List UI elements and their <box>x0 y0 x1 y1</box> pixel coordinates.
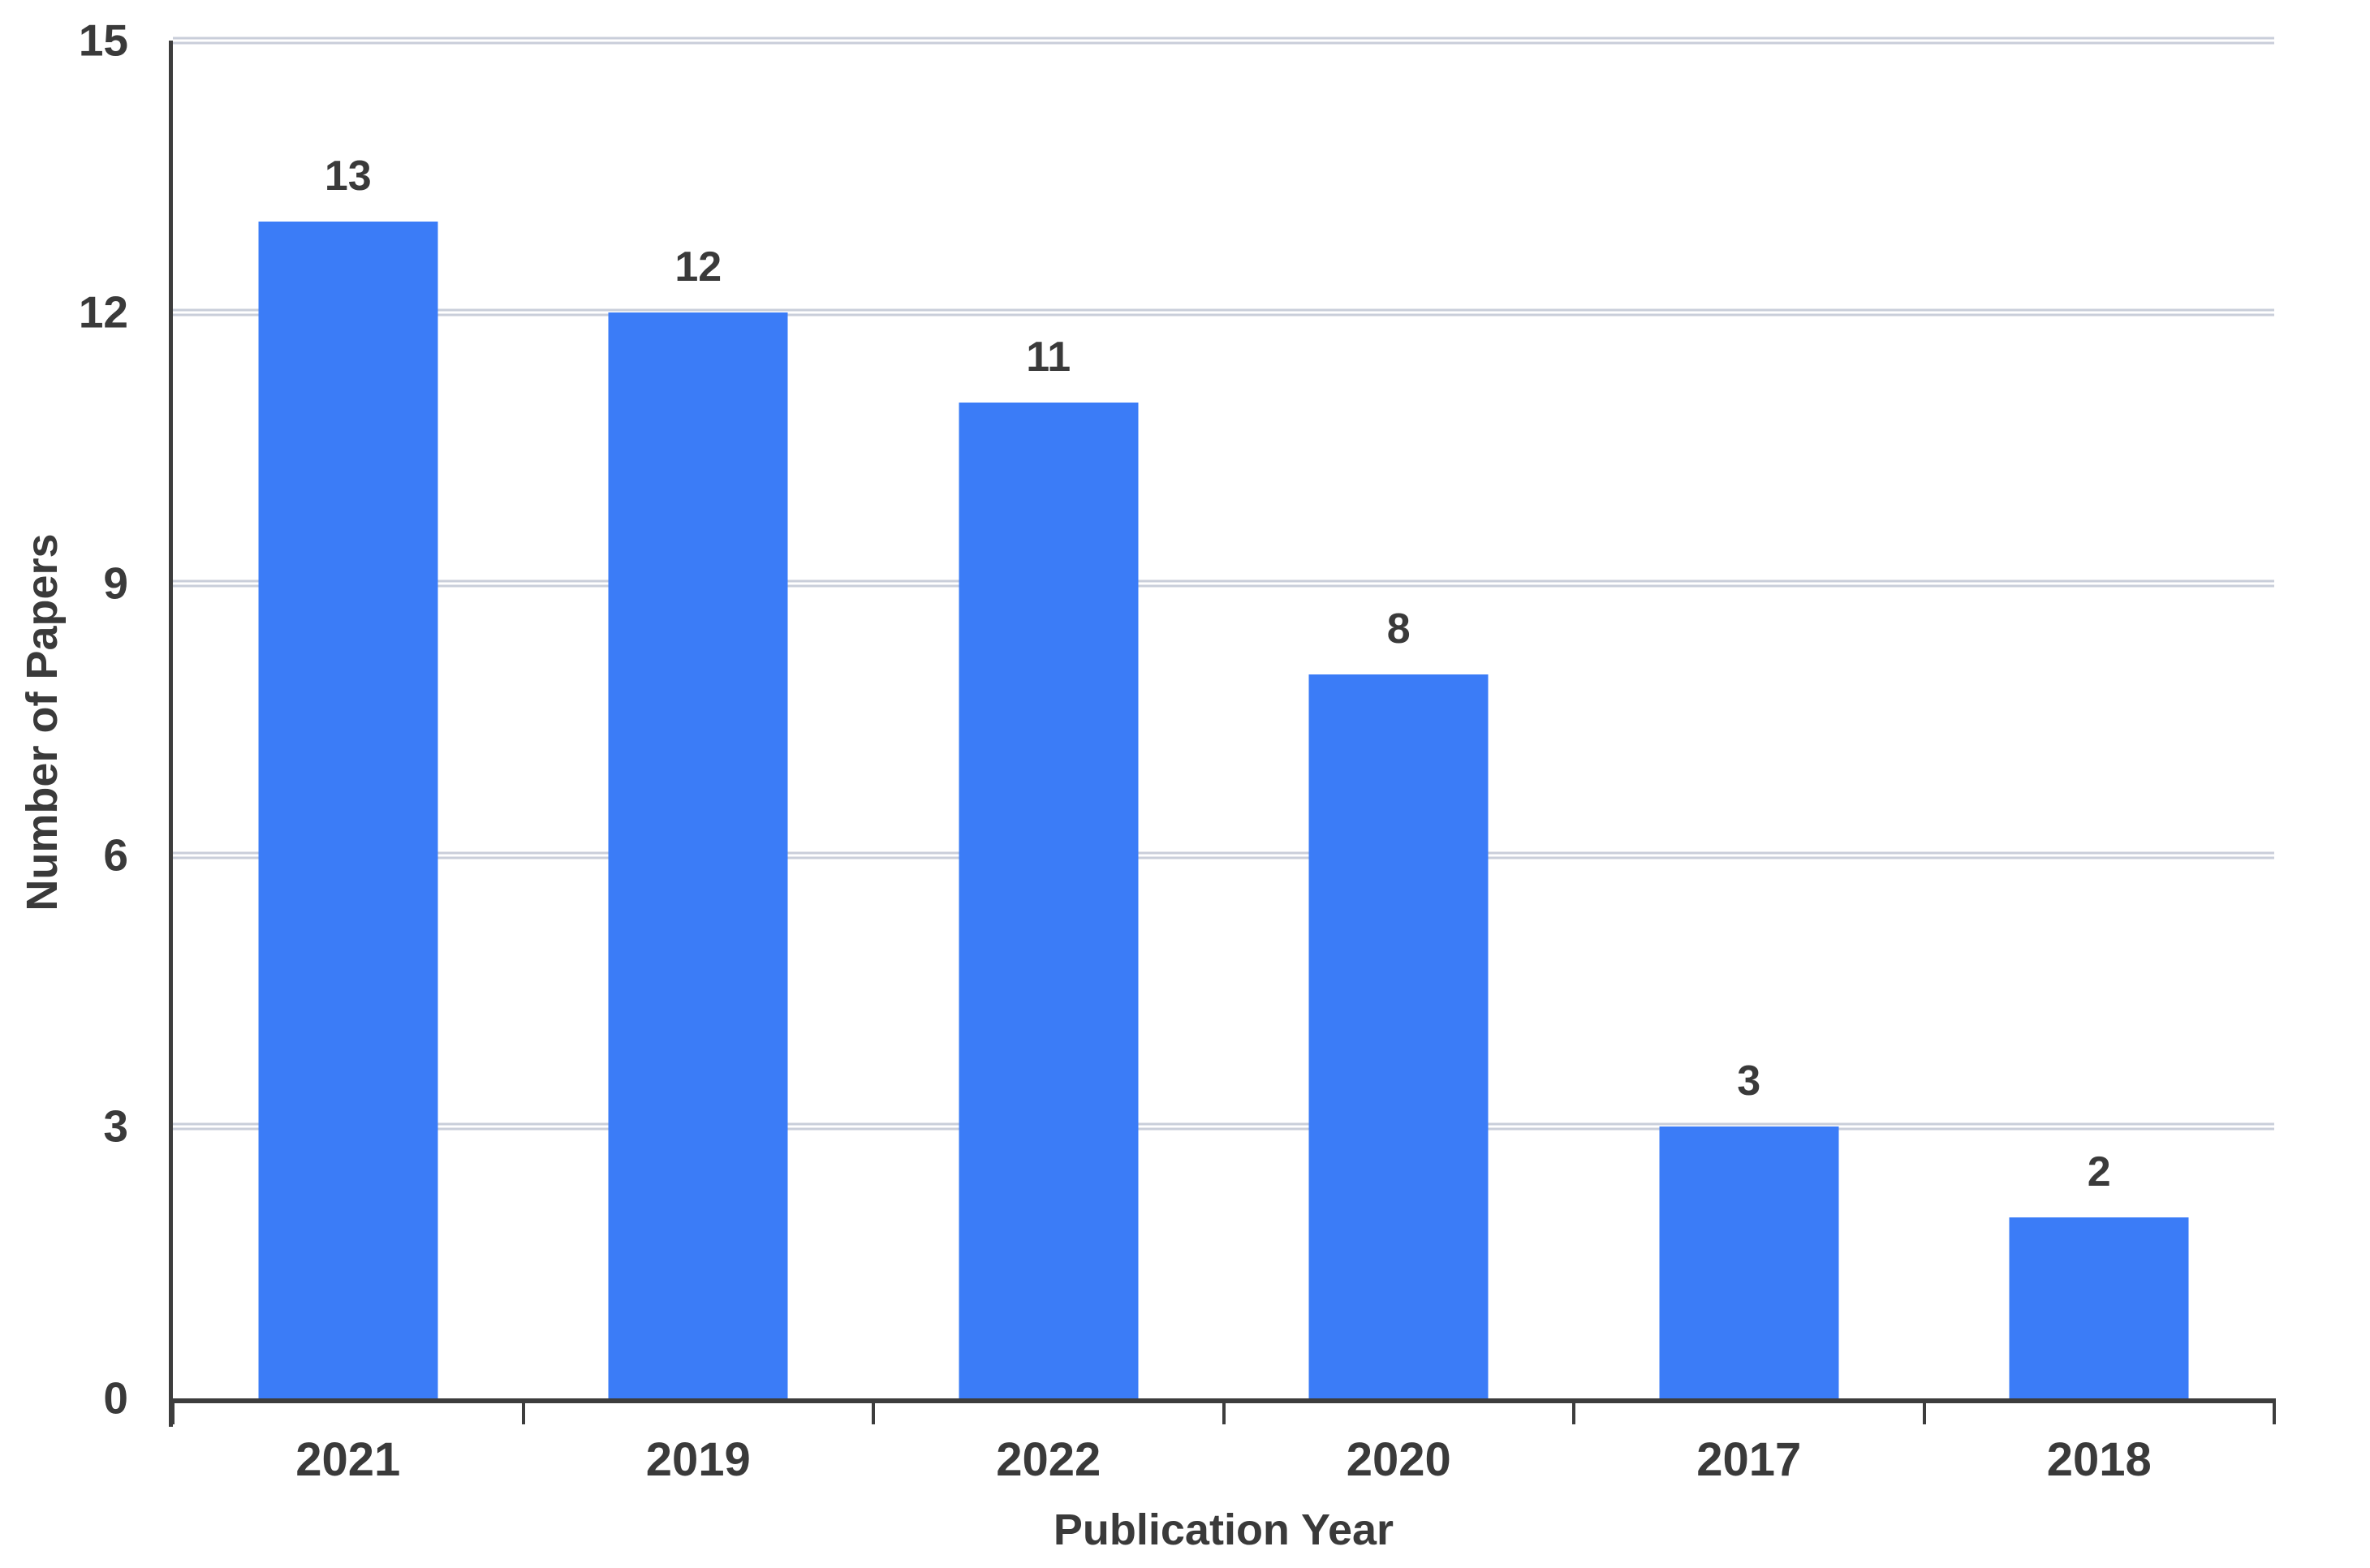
gridline-y-3 <box>173 1122 2274 1131</box>
x-axis-line <box>169 1398 2274 1403</box>
bar-value-label-2019: 12 <box>674 243 722 291</box>
y-axis-tick-labels: 0 3 6 9 12 15 <box>0 18 128 1420</box>
y-tick-label-0: 0 <box>103 1372 128 1424</box>
x-axis-boundary-tick-4 <box>1572 1398 1575 1424</box>
bar-2021 <box>258 222 438 1398</box>
bar-2017 <box>1659 1126 1839 1398</box>
bar-value-label-2017: 3 <box>1737 1058 1761 1105</box>
bar-2020 <box>1308 674 1489 1398</box>
category-slot-2021: 13 <box>173 41 524 1398</box>
x-category-label-2018: 2018 <box>2046 1433 2152 1486</box>
bar-value-label-2018: 2 <box>2087 1148 2111 1195</box>
x-axis-boundary-tick-0 <box>171 1398 175 1424</box>
gridline-y-9 <box>173 579 2274 588</box>
plot-area: 13 12 11 8 3 2 <box>169 37 2276 1427</box>
x-axis-boundary-tick-1 <box>521 1398 525 1424</box>
category-slot-2017: 3 <box>1574 41 1924 1398</box>
y-tick-label-12: 12 <box>78 286 128 338</box>
y-axis-line <box>169 41 173 1427</box>
category-slot-2019: 12 <box>524 41 874 1398</box>
category-slot-2022: 11 <box>873 41 1224 1398</box>
x-axis-boundary-tick-2 <box>872 1398 875 1424</box>
bar-value-label-2021: 13 <box>324 153 372 200</box>
y-tick-label-3: 3 <box>103 1101 128 1152</box>
y-tick-label-6: 6 <box>103 829 128 881</box>
x-axis-boundary-tick-5 <box>1922 1398 1926 1424</box>
gridline-y-15 <box>173 37 2274 45</box>
category-slot-2020: 8 <box>1224 41 1575 1398</box>
y-tick-label-15: 15 <box>78 15 128 66</box>
bar-value-label-2022: 11 <box>1026 334 1071 381</box>
x-axis-title: Publication Year <box>1053 1506 1394 1554</box>
bar-value-label-2020: 8 <box>1386 605 1411 653</box>
x-axis-boundary-tick-3 <box>1222 1398 1226 1424</box>
x-category-label-2021: 2021 <box>295 1433 401 1486</box>
x-category-label-2019: 2019 <box>645 1433 751 1486</box>
bar-2019 <box>608 312 788 1398</box>
x-category-label-2020: 2020 <box>1346 1433 1451 1486</box>
bar-2022 <box>959 403 1139 1398</box>
x-category-label-2022: 2022 <box>996 1433 1101 1486</box>
x-axis-boundary-tick-6 <box>2273 1398 2276 1424</box>
bars-container: 13 12 11 8 3 2 <box>173 41 2274 1398</box>
gridline-y-6 <box>173 851 2274 859</box>
category-slot-2018: 2 <box>1924 41 2275 1398</box>
bar-2018 <box>2009 1217 2189 1398</box>
gridline-y-12 <box>173 308 2274 317</box>
y-tick-label-9: 9 <box>103 558 128 609</box>
x-category-label-2017: 2017 <box>1696 1433 1802 1486</box>
x-axis-category-labels: 2021 2019 2022 2020 2017 2018 <box>173 1437 2274 1484</box>
